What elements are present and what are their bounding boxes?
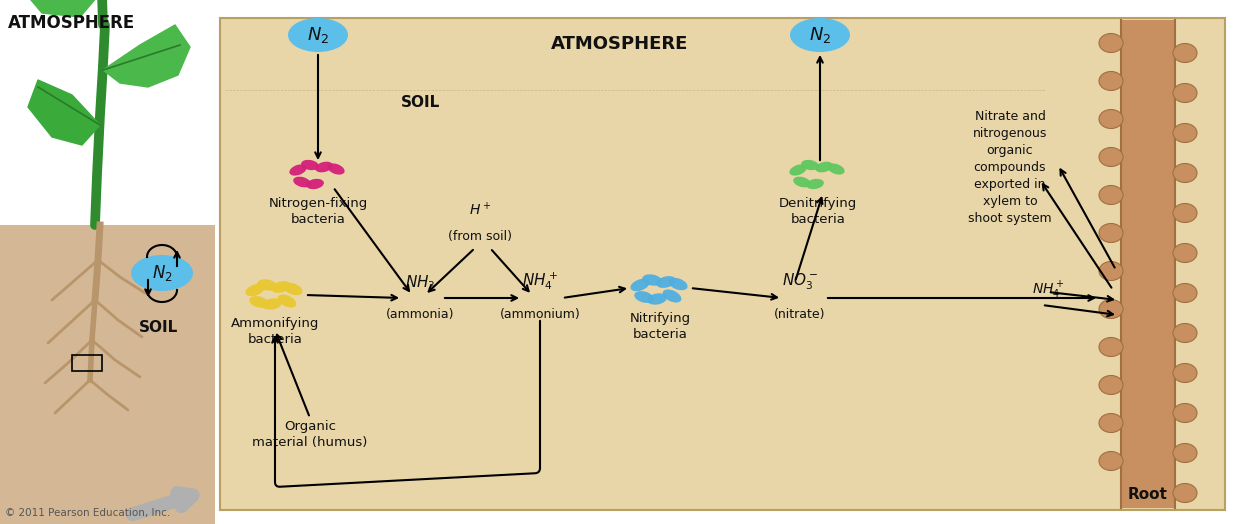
- Ellipse shape: [1099, 452, 1123, 471]
- Ellipse shape: [815, 161, 833, 172]
- Text: SOIL: SOIL: [139, 320, 178, 334]
- Text: (from soil): (from soil): [449, 230, 512, 243]
- Ellipse shape: [643, 274, 662, 286]
- Ellipse shape: [828, 163, 844, 174]
- Polygon shape: [103, 25, 190, 87]
- Text: SOIL: SOIL: [401, 95, 440, 110]
- Text: Nitrogen-fixing
bacteria: Nitrogen-fixing bacteria: [268, 197, 368, 226]
- Ellipse shape: [1099, 71, 1123, 91]
- Polygon shape: [10, 0, 103, 17]
- Text: $N_2$: $N_2$: [809, 25, 832, 45]
- Ellipse shape: [668, 278, 688, 290]
- Text: (ammonium): (ammonium): [500, 308, 581, 321]
- Ellipse shape: [262, 298, 282, 310]
- Ellipse shape: [656, 276, 675, 288]
- Ellipse shape: [315, 161, 333, 172]
- Ellipse shape: [1099, 110, 1123, 128]
- Ellipse shape: [794, 177, 810, 188]
- Text: ATMOSPHERE: ATMOSPHERE: [552, 35, 689, 53]
- Bar: [72, 355, 102, 371]
- Text: Nitrate and
nitrogenous
organic
compounds
exported in
xylem to
shoot system: Nitrate and nitrogenous organic compound…: [968, 110, 1052, 225]
- Ellipse shape: [328, 163, 345, 174]
- Ellipse shape: [1173, 163, 1197, 182]
- Text: Root: Root: [1128, 487, 1168, 502]
- Ellipse shape: [289, 18, 348, 52]
- Ellipse shape: [1099, 224, 1123, 243]
- Text: $NH_3$: $NH_3$: [404, 274, 436, 292]
- Text: $NO_3^-$: $NO_3^-$: [781, 271, 818, 292]
- Polygon shape: [28, 80, 100, 145]
- Ellipse shape: [294, 177, 311, 188]
- Ellipse shape: [1173, 283, 1197, 302]
- Ellipse shape: [1099, 300, 1123, 319]
- Ellipse shape: [1099, 261, 1123, 280]
- Ellipse shape: [1173, 244, 1197, 263]
- Ellipse shape: [648, 293, 667, 304]
- Text: $H^+$: $H^+$: [469, 201, 491, 218]
- Ellipse shape: [257, 279, 277, 291]
- Ellipse shape: [1173, 364, 1197, 383]
- Ellipse shape: [789, 165, 806, 176]
- Ellipse shape: [1173, 403, 1197, 422]
- Ellipse shape: [246, 284, 265, 296]
- Ellipse shape: [1099, 185, 1123, 204]
- Text: Ammonifying
bacteria: Ammonifying bacteria: [231, 317, 319, 346]
- Ellipse shape: [663, 289, 682, 302]
- Ellipse shape: [1173, 484, 1197, 503]
- Ellipse shape: [801, 160, 819, 170]
- Text: (nitrate): (nitrate): [774, 308, 825, 321]
- Text: ATMOSPHERE: ATMOSPHERE: [8, 14, 135, 32]
- Ellipse shape: [1173, 43, 1197, 62]
- Ellipse shape: [630, 279, 650, 291]
- Bar: [1121, 20, 1176, 508]
- Ellipse shape: [271, 281, 291, 293]
- Ellipse shape: [1173, 443, 1197, 463]
- Ellipse shape: [306, 179, 324, 189]
- Ellipse shape: [806, 179, 824, 189]
- Ellipse shape: [1173, 323, 1197, 343]
- Bar: [0, 225, 215, 524]
- Ellipse shape: [634, 291, 654, 303]
- Text: © 2011 Pearson Education, Inc.: © 2011 Pearson Education, Inc.: [5, 508, 170, 518]
- Bar: [0, 0, 215, 524]
- Text: $NH_4^+$: $NH_4^+$: [1032, 279, 1065, 301]
- Ellipse shape: [1099, 337, 1123, 356]
- Text: Organic
material (humus): Organic material (humus): [252, 420, 368, 449]
- Ellipse shape: [1099, 34, 1123, 52]
- Ellipse shape: [249, 296, 268, 308]
- Ellipse shape: [277, 294, 296, 308]
- Text: Nitrifying
bacteria: Nitrifying bacteria: [630, 312, 690, 341]
- Ellipse shape: [1173, 83, 1197, 103]
- Ellipse shape: [1099, 413, 1123, 432]
- Ellipse shape: [1099, 147, 1123, 167]
- Ellipse shape: [131, 255, 193, 291]
- Text: $NH_4^+$: $NH_4^+$: [522, 270, 558, 292]
- Ellipse shape: [1173, 124, 1197, 143]
- Text: $N_2$: $N_2$: [307, 25, 329, 45]
- Text: (ammonia): (ammonia): [386, 308, 455, 321]
- Ellipse shape: [284, 283, 302, 295]
- Ellipse shape: [1173, 203, 1197, 223]
- Ellipse shape: [290, 165, 306, 176]
- Bar: [220, 18, 1225, 510]
- Ellipse shape: [790, 18, 850, 52]
- Ellipse shape: [301, 160, 319, 170]
- Text: Denitrifying
bacteria: Denitrifying bacteria: [779, 197, 857, 226]
- Ellipse shape: [1099, 376, 1123, 395]
- Text: $N_2$: $N_2$: [151, 263, 173, 283]
